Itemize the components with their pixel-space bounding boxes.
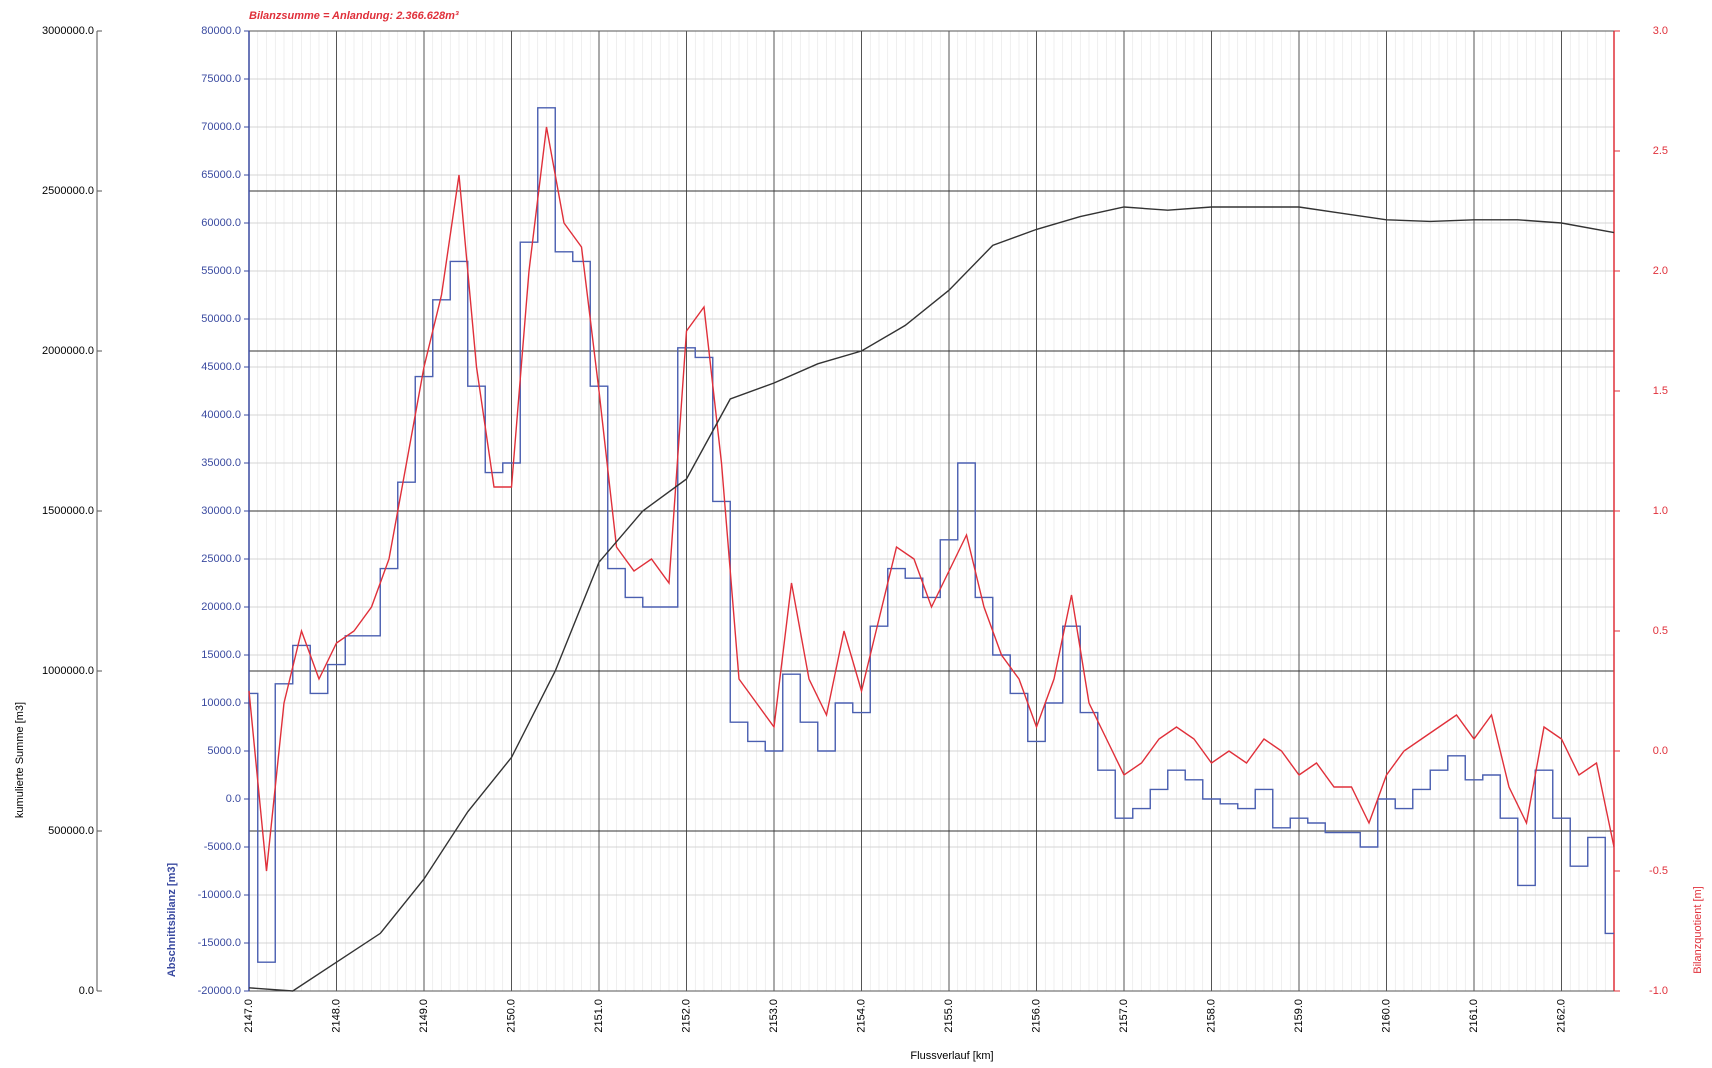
y-tick-label: 55000.0: [201, 265, 241, 277]
y3-tick-label: 500000.0: [48, 825, 94, 837]
y2-tick-label: 1.0: [1653, 505, 1668, 517]
y2-tick-label: 0.0: [1653, 745, 1668, 757]
y-tick-label: 25000.0: [201, 553, 241, 565]
x-axis-label: Flussverlauf [km]: [910, 1050, 993, 1062]
y-tick-label: -10000.0: [198, 889, 241, 901]
x-tick-label: 2149.0: [418, 999, 430, 1033]
y-tick-label: 20000.0: [201, 601, 241, 613]
y-tick-label: 0.0: [226, 793, 241, 805]
chart-title: Bilanzsumme = Anlandung: 2.366.628m³: [249, 10, 459, 22]
x-tick-label: 2157.0: [1118, 999, 1130, 1033]
y2-tick-label: 2.0: [1653, 265, 1668, 277]
y-tick-label: 35000.0: [201, 457, 241, 469]
x-tick-label: 2154.0: [855, 999, 867, 1033]
x-tick-label: 2153.0: [768, 999, 780, 1033]
x-tick-label: 2160.0: [1380, 999, 1392, 1033]
y-tick-label: 80000.0: [201, 25, 241, 37]
y2-tick-label: 3.0: [1653, 25, 1668, 37]
x-tick-label: 2147.0: [243, 999, 255, 1033]
y2-axis-label: Bilanzquotient [m]: [1692, 886, 1704, 973]
y-tick-label: 40000.0: [201, 409, 241, 421]
y-tick-label: -20000.0: [198, 985, 241, 997]
y-tick-label: 50000.0: [201, 313, 241, 325]
y-tick-label: 45000.0: [201, 361, 241, 373]
x-tick-label: 2151.0: [593, 999, 605, 1033]
y-tick-label: 15000.0: [201, 649, 241, 661]
y3-tick-label: 3000000.0: [42, 25, 94, 37]
x-tick-label: 2150.0: [505, 999, 517, 1033]
x-tick-label: 2148.0: [330, 999, 342, 1033]
y3-axis-label: kumulierte Summe [m3]: [14, 702, 26, 818]
y-tick-label: 30000.0: [201, 505, 241, 517]
y-tick-label: 65000.0: [201, 169, 241, 181]
x-tick-label: 2161.0: [1468, 999, 1480, 1033]
series-line: [248, 126, 1615, 872]
y-tick-label: 60000.0: [201, 217, 241, 229]
y3-tick-label: 0.0: [79, 985, 94, 997]
y3-tick-label: 1000000.0: [42, 665, 94, 677]
x-tick-label: 2158.0: [1205, 999, 1217, 1033]
y-tick-label: 10000.0: [201, 697, 241, 709]
y-axis-label: Abschnittsbilanz [m3]: [166, 863, 178, 978]
y2-tick-label: 0.5: [1653, 625, 1668, 637]
y3-tick-label: 2000000.0: [42, 345, 94, 357]
y-tick-label: -15000.0: [198, 937, 241, 949]
x-tick-label: 2162.0: [1555, 999, 1567, 1033]
x-tick-label: 2156.0: [1030, 999, 1042, 1033]
y2-tick-label: 2.5: [1653, 145, 1668, 157]
y3-tick-label: 1500000.0: [42, 505, 94, 517]
x-tick-label: 2155.0: [943, 999, 955, 1033]
y2-tick-label: -0.5: [1649, 865, 1668, 877]
y-tick-label: 70000.0: [201, 121, 241, 133]
y-tick-label: 75000.0: [201, 73, 241, 85]
x-tick-label: 2152.0: [680, 999, 692, 1033]
y3-tick-label: 2500000.0: [42, 185, 94, 197]
y2-tick-label: 1.5: [1653, 385, 1668, 397]
y-tick-label: 5000.0: [207, 745, 241, 757]
y2-tick-label: -1.0: [1649, 985, 1668, 997]
series-line: [248, 206, 1615, 992]
x-tick-label: 2159.0: [1293, 999, 1305, 1033]
y-tick-label: -5000.0: [204, 841, 241, 853]
